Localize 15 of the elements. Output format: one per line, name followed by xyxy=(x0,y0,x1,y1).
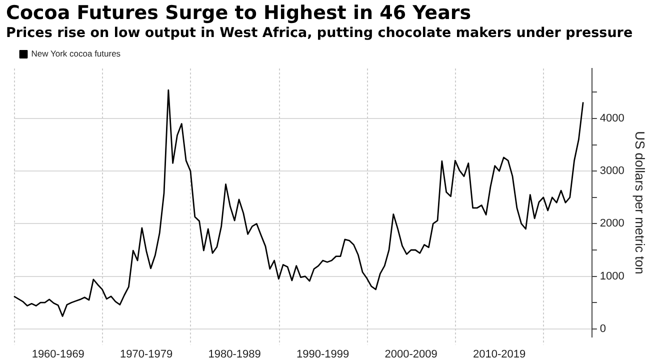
y-tick-label: 0 xyxy=(600,322,606,335)
legend-label: New York cocoa futures xyxy=(31,48,121,59)
x-tick-label: 2010-2019 xyxy=(472,348,526,360)
y-tick-label: 3000 xyxy=(600,165,624,178)
y-axis-title: US dollars per metric ton xyxy=(632,131,648,274)
y-tick-label: 1000 xyxy=(600,270,624,282)
x-tick-label: 1990-1999 xyxy=(296,348,350,360)
chart-title: Cocoa Futures Surge to Highest in 46 Years xyxy=(6,2,472,24)
y-tick-label: 2000 xyxy=(600,218,624,230)
x-tick-label: 1970-1979 xyxy=(120,348,173,360)
x-tick-label: 1960-1969 xyxy=(32,348,84,360)
chart-subtitle: Prices rise on low output in West Africa, putting chocolate makers under pressure xyxy=(6,25,633,41)
y-tick-label: 4000 xyxy=(600,112,624,125)
x-tick-label: 2000-2009 xyxy=(384,348,438,360)
x-tick-label: 1980-1989 xyxy=(208,348,261,360)
